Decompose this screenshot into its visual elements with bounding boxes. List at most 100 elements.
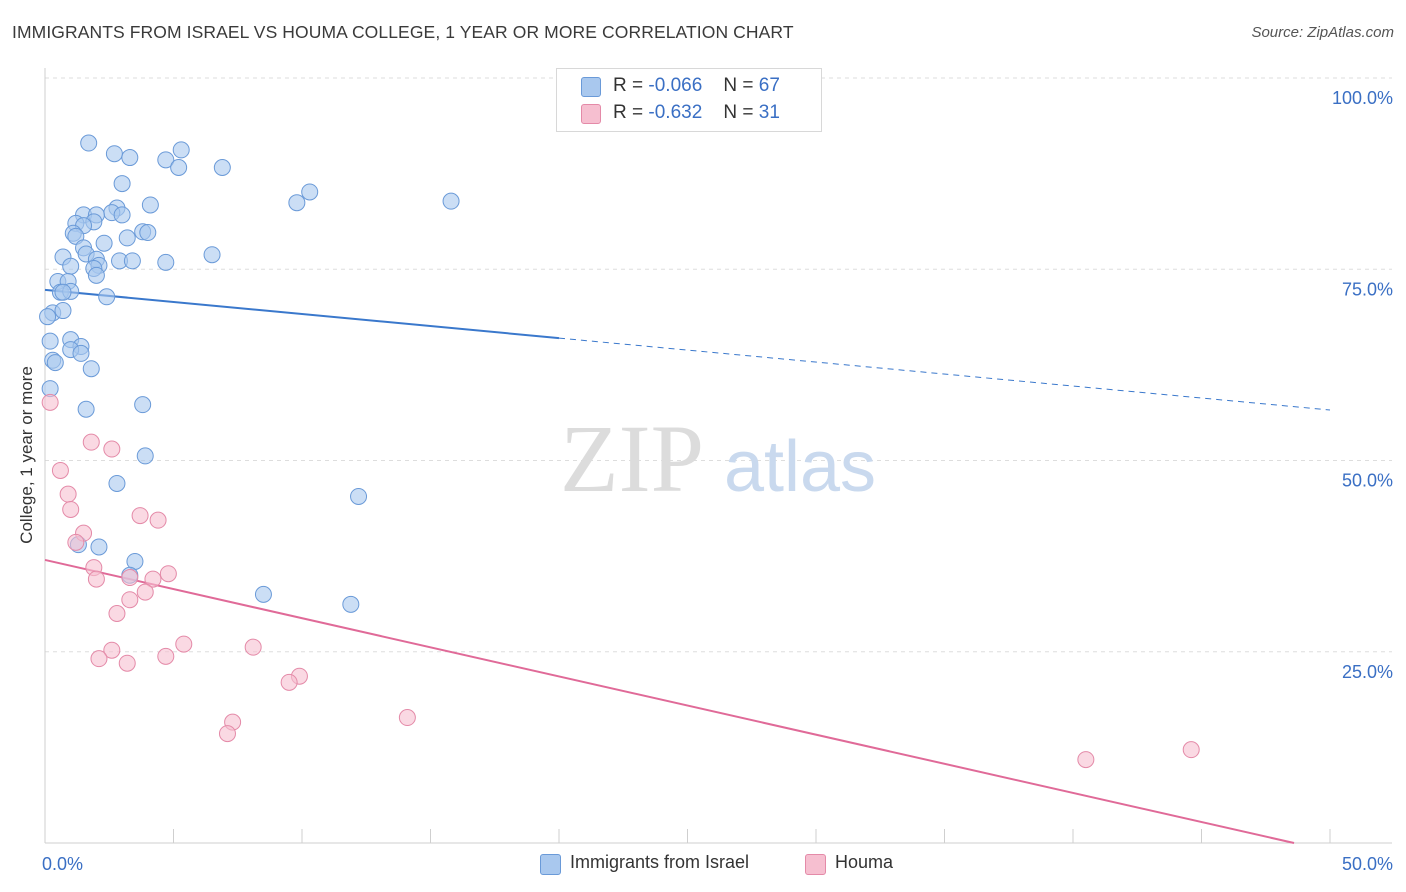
- data-point-houma: [1182, 741, 1200, 759]
- series-israel-points: [39, 134, 460, 613]
- data-point-houma: [82, 433, 100, 451]
- data-point-israel: [134, 396, 152, 414]
- data-point-houma: [41, 393, 59, 411]
- gridlines: [45, 77, 1392, 653]
- data-point-israel: [105, 145, 123, 163]
- legend-r-value: -0.066: [648, 75, 703, 96]
- data-point-houma: [131, 507, 149, 525]
- y-tick-label: 25.0%: [1342, 662, 1393, 682]
- series-legend: Immigrants from Israel Houma: [0, 852, 1406, 878]
- data-point-houma: [67, 533, 85, 551]
- legend-r-label: R =: [613, 75, 644, 96]
- data-point-houma: [59, 485, 77, 503]
- data-point-houma: [1077, 751, 1095, 769]
- data-point-israel: [301, 183, 319, 201]
- data-point-houma: [136, 583, 154, 601]
- data-point-houma: [103, 641, 121, 659]
- data-point-houma: [118, 654, 136, 672]
- series-houma-points: [41, 393, 1200, 769]
- data-point-israel: [80, 134, 98, 152]
- legend-swatch-houma: [581, 104, 601, 124]
- data-point-israel: [113, 206, 131, 224]
- y-tick-label: 50.0%: [1342, 471, 1393, 491]
- x-tick-label: 50.0%: [1342, 854, 1393, 874]
- data-point-israel: [46, 354, 64, 372]
- data-point-houma: [62, 500, 80, 518]
- data-point-houma: [90, 650, 108, 668]
- data-point-houma: [121, 591, 139, 609]
- data-point-houma: [244, 638, 262, 656]
- legend-swatch-israel: [540, 854, 561, 875]
- data-point-israel: [39, 308, 57, 326]
- data-point-israel: [342, 595, 360, 613]
- chart-title: IMMIGRANTS FROM ISRAEL VS HOUMA COLLEGE,…: [12, 22, 794, 42]
- data-point-houma: [157, 647, 175, 665]
- data-point-israel: [62, 257, 80, 275]
- legend-n-label: N =: [723, 102, 754, 123]
- data-point-houma: [280, 673, 298, 691]
- trend-line-israel-extension: [558, 337, 1331, 411]
- data-point-houma: [398, 709, 416, 727]
- legend-n-value: 67: [758, 75, 780, 96]
- data-point-israel: [141, 196, 159, 214]
- data-point-israel: [54, 302, 72, 320]
- data-point-israel: [123, 252, 141, 270]
- stats-legend: R = -0.066 N = 67 R = -0.632 N = 31: [556, 68, 822, 132]
- data-point-israel: [77, 400, 95, 418]
- legend-r-label: R =: [613, 102, 644, 123]
- legend-r-value: -0.632: [648, 102, 703, 123]
- data-point-israel: [442, 192, 460, 210]
- data-point-israel: [172, 141, 190, 159]
- data-point-israel: [157, 253, 175, 271]
- data-point-israel: [90, 538, 108, 556]
- data-point-houma: [121, 569, 139, 587]
- data-point-israel: [139, 224, 157, 242]
- data-point-israel: [98, 288, 116, 306]
- data-point-israel: [350, 487, 368, 505]
- data-point-houma: [51, 461, 69, 479]
- y-axis-label: College, 1 year or more: [17, 366, 36, 544]
- data-point-israel: [254, 585, 272, 603]
- data-point-houma: [175, 635, 193, 653]
- data-point-houma: [159, 565, 177, 583]
- data-point-israel: [41, 332, 59, 350]
- data-point-houma: [144, 570, 162, 588]
- data-point-houma: [103, 440, 121, 458]
- data-point-israel: [213, 159, 231, 177]
- data-point-houma: [108, 605, 126, 622]
- legend-n-label: N =: [723, 75, 754, 96]
- source-label: Source: ZipAtlas.com: [1251, 24, 1394, 41]
- axes: [44, 68, 1392, 844]
- trend-line-israel: [44, 288, 560, 340]
- data-point-israel: [136, 447, 154, 465]
- data-point-israel: [157, 151, 175, 169]
- legend-label-israel: Immigrants from Israel: [570, 852, 750, 872]
- legend-swatch-houma: [805, 854, 826, 875]
- data-point-houma: [87, 570, 105, 588]
- data-point-israel: [82, 360, 100, 378]
- y-tick-label: 75.0%: [1342, 279, 1393, 299]
- trend-line-houma: [44, 558, 1295, 844]
- data-point-israel: [288, 194, 306, 212]
- data-point-israel: [170, 159, 188, 177]
- tick-labels: 100.0% 75.0% 50.0% 25.0% 0.0% 50.0%: [42, 88, 1393, 874]
- data-point-houma: [218, 725, 236, 743]
- legend-label-houma: Houma: [835, 852, 894, 872]
- legend-swatch-israel: [581, 77, 601, 97]
- data-point-israel: [113, 175, 131, 193]
- trend-lines: [44, 288, 1331, 844]
- data-point-israel: [121, 149, 139, 167]
- data-point-israel: [118, 229, 136, 247]
- x-tick-label: 0.0%: [42, 854, 83, 874]
- data-point-houma: [149, 511, 167, 529]
- data-point-israel: [203, 246, 221, 264]
- watermark-zip: ZIP: [560, 405, 704, 512]
- legend-n-value: 31: [758, 102, 780, 123]
- data-point-israel: [108, 474, 126, 492]
- watermark-atlas: atlas: [724, 427, 876, 507]
- data-point-israel: [95, 234, 113, 252]
- y-tick-label: 100.0%: [1332, 88, 1393, 108]
- data-point-israel: [87, 266, 105, 284]
- data-point-israel: [54, 283, 72, 301]
